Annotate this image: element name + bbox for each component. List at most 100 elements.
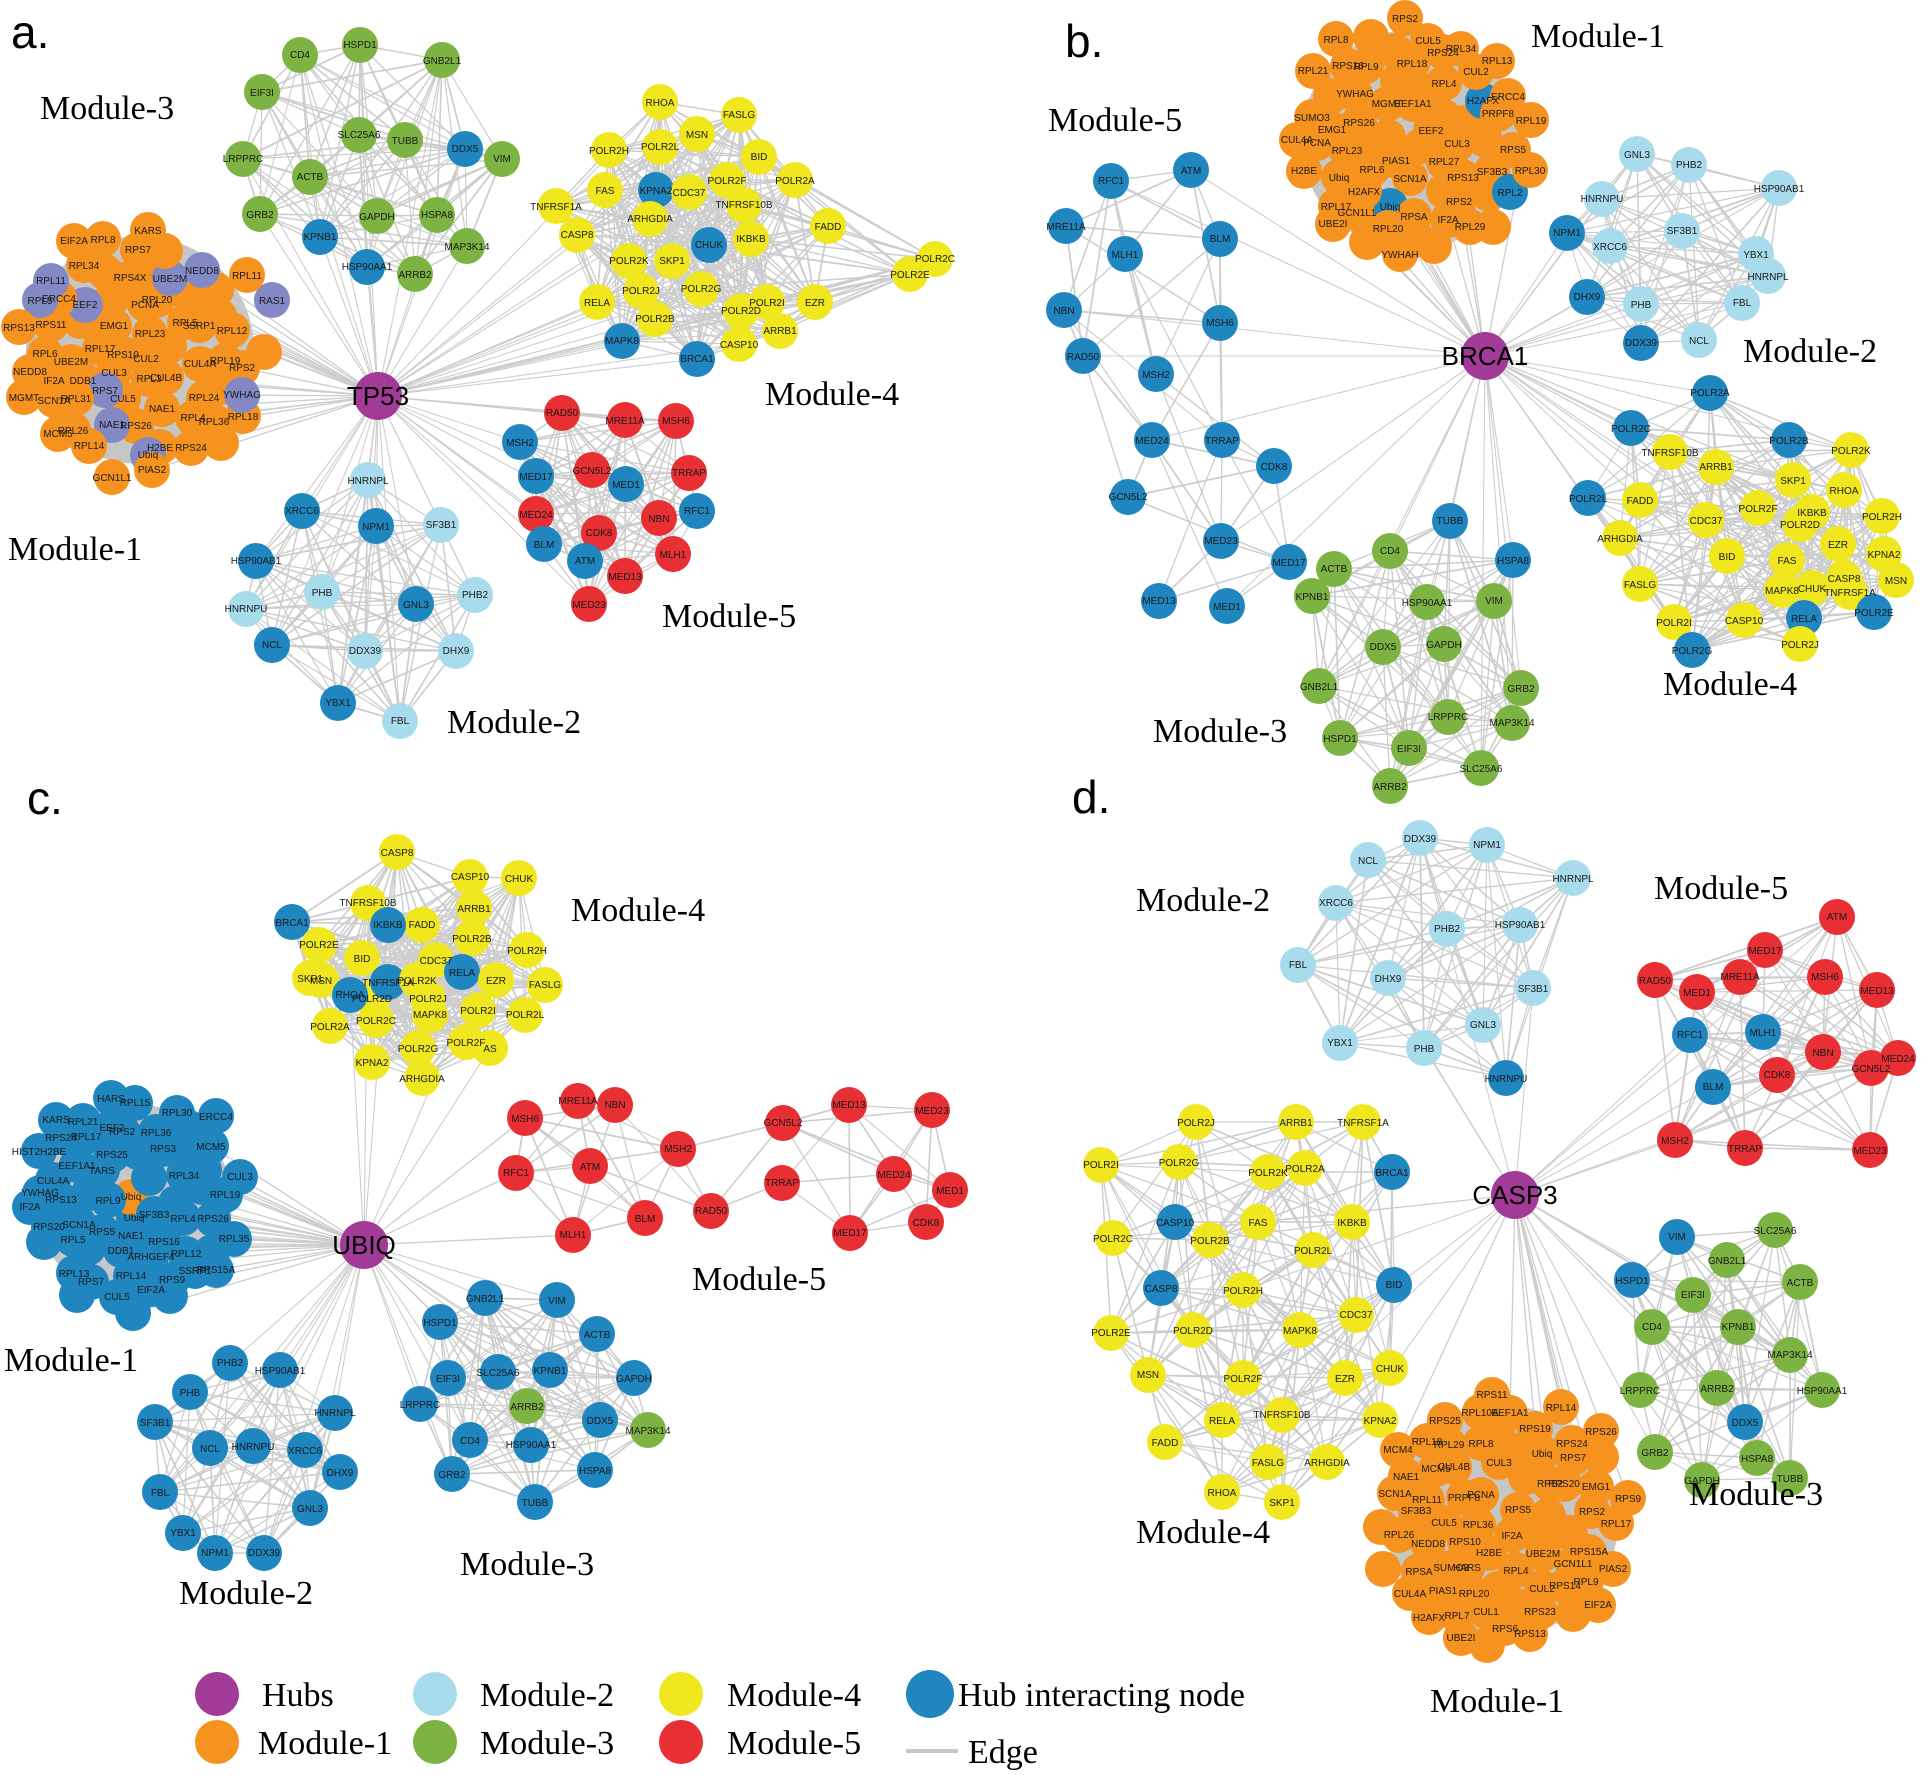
svg-text:RPL30: RPL30: [162, 1108, 193, 1119]
svg-text:RHOA: RHOA: [646, 98, 675, 109]
svg-text:MAPK8: MAPK8: [1283, 1326, 1317, 1337]
svg-text:ATM: ATM: [1181, 166, 1201, 177]
svg-text:ARHGDIA: ARHGDIA: [1304, 1458, 1350, 1469]
svg-text:Module-2: Module-2: [447, 704, 581, 741]
svg-text:FBL: FBL: [151, 1488, 170, 1499]
svg-text:POLR2L: POLR2L: [506, 1010, 545, 1021]
svg-text:CUL5: CUL5: [1431, 1518, 1457, 1529]
svg-text:RPS13: RPS13: [1447, 173, 1479, 184]
svg-text:DDB1: DDB1: [70, 376, 97, 387]
svg-text:VIM: VIM: [548, 1296, 566, 1307]
svg-text:MGMT: MGMT: [1372, 99, 1403, 110]
svg-text:RPL4: RPL4: [1431, 79, 1456, 90]
svg-text:FADD: FADD: [1152, 1438, 1179, 1449]
svg-text:CUL5: CUL5: [1415, 36, 1441, 47]
svg-text:Module-3: Module-3: [1153, 713, 1287, 750]
svg-text:MED24: MED24: [1881, 1054, 1915, 1065]
svg-text:Hub interacting node: Hub interacting node: [958, 1677, 1245, 1714]
svg-text:RPS26: RPS26: [120, 421, 152, 432]
svg-text:POLR2A: POLR2A: [1690, 388, 1730, 399]
svg-text:CASP10: CASP10: [1725, 616, 1764, 627]
svg-text:MED24: MED24: [1135, 436, 1169, 447]
svg-text:YWHAG: YWHAG: [1336, 89, 1374, 100]
svg-text:GNB2L1: GNB2L1: [1708, 1256, 1747, 1267]
svg-text:RFC1: RFC1: [503, 1168, 530, 1179]
svg-text:POLR2J: POLR2J: [1781, 640, 1819, 651]
svg-text:HSP90AA1: HSP90AA1: [342, 262, 393, 273]
svg-text:AS: AS: [483, 1044, 497, 1055]
svg-text:PCNA: PCNA: [1467, 1490, 1495, 1501]
svg-text:EMG1: EMG1: [100, 321, 129, 332]
svg-text:BRCA1: BRCA1: [275, 918, 309, 929]
svg-text:YBX1: YBX1: [170, 1528, 196, 1539]
svg-text:GRB2: GRB2: [1641, 1448, 1669, 1459]
svg-text:RPL9: RPL9: [1353, 62, 1378, 73]
svg-text:XRCC6: XRCC6: [1593, 242, 1627, 253]
svg-text:H2BE: H2BE: [1291, 166, 1317, 177]
svg-text:RELA: RELA: [1209, 1416, 1235, 1427]
svg-text:RPS2: RPS2: [1537, 1479, 1564, 1490]
svg-text:POLR2I: POLR2I: [749, 298, 785, 309]
svg-text:POLR2C: POLR2C: [1093, 1234, 1133, 1245]
svg-text:PHB2: PHB2: [1676, 160, 1703, 171]
svg-text:Ubiq: Ubiq: [138, 450, 159, 461]
svg-text:EEF2: EEF2: [1418, 126, 1443, 137]
svg-text:RPS13: RPS13: [45, 1195, 77, 1206]
svg-text:ATM: ATM: [580, 1162, 600, 1173]
svg-text:RPS2: RPS2: [1392, 14, 1419, 25]
svg-text:RPL17: RPL17: [1321, 202, 1352, 213]
svg-text:POLR2J: POLR2J: [409, 994, 447, 1005]
svg-text:SF3B3: SF3B3: [1477, 167, 1508, 178]
svg-text:SKP1: SKP1: [297, 974, 323, 985]
svg-text:ARRB2: ARRB2: [398, 270, 432, 281]
svg-text:NBN: NBN: [1812, 1048, 1833, 1059]
svg-text:RPL26: RPL26: [58, 426, 89, 437]
svg-text:RPL4: RPL4: [170, 1214, 195, 1225]
svg-text:H2BE: H2BE: [1476, 1548, 1502, 1559]
svg-text:POLR2I: POLR2I: [460, 1006, 496, 1017]
svg-text:TRRAP: TRRAP: [1205, 436, 1239, 447]
svg-text:TRRAP: TRRAP: [672, 468, 706, 479]
svg-text:NPM1: NPM1: [201, 1548, 229, 1559]
svg-text:ARRB2: ARRB2: [510, 1402, 544, 1413]
svg-text:DDX5: DDX5: [1732, 1418, 1759, 1429]
svg-text:NEDD8: NEDD8: [1411, 1539, 1445, 1550]
svg-text:POLR2F: POLR2F: [447, 1038, 486, 1049]
svg-text:MED13: MED13: [1142, 596, 1176, 607]
svg-text:RPS11: RPS11: [36, 320, 67, 331]
svg-text:ARHGDIA: ARHGDIA: [1597, 534, 1643, 545]
svg-text:RPL5: RPL5: [27, 296, 52, 307]
svg-text:CASP10: CASP10: [720, 340, 759, 351]
svg-text:Module-4: Module-4: [571, 892, 705, 929]
svg-text:RPL4: RPL4: [180, 413, 205, 424]
svg-text:RPL20: RPL20: [1459, 1589, 1490, 1600]
svg-text:CASP10: CASP10: [451, 872, 490, 883]
svg-text:POLR2K: POLR2K: [609, 256, 649, 267]
svg-text:IF2A: IF2A: [1501, 1531, 1522, 1542]
svg-text:RPL10A: RPL10A: [1461, 1408, 1499, 1419]
svg-text:POLR2F: POLR2F: [1224, 1374, 1263, 1385]
svg-text:RAD50: RAD50: [1067, 352, 1100, 363]
svg-text:GNL3: GNL3: [403, 600, 430, 611]
svg-text:TNFRSF10B: TNFRSF10B: [339, 898, 397, 909]
svg-text:KPNB1: KPNB1: [534, 1366, 567, 1377]
svg-text:CASP8: CASP8: [381, 848, 414, 859]
svg-text:POLR2G: POLR2G: [1672, 646, 1713, 657]
svg-text:RPS6: RPS6: [1492, 1624, 1519, 1635]
svg-text:DHX9: DHX9: [1375, 974, 1402, 985]
svg-text:KPNB1: KPNB1: [304, 232, 337, 243]
svg-text:FAS: FAS: [1778, 556, 1797, 567]
svg-text:CASP8: CASP8: [1828, 574, 1861, 585]
svg-text:POLR2A: POLR2A: [1285, 1164, 1325, 1175]
svg-text:MSN: MSN: [1137, 1370, 1159, 1381]
svg-text:HSPA8: HSPA8: [1497, 556, 1529, 567]
svg-text:CHUK: CHUK: [505, 874, 534, 885]
svg-text:BID: BID: [1719, 552, 1736, 563]
svg-text:SKP1: SKP1: [1780, 476, 1806, 487]
svg-text:PCNA: PCNA: [131, 300, 159, 311]
svg-text:POLR2E: POLR2E: [1091, 1328, 1131, 1339]
svg-text:GNL3: GNL3: [1470, 1020, 1497, 1031]
svg-text:IKBKB: IKBKB: [736, 234, 766, 245]
svg-text:POLR2H: POLR2H: [1223, 1286, 1263, 1297]
svg-text:MRE11A: MRE11A: [1720, 972, 1760, 983]
